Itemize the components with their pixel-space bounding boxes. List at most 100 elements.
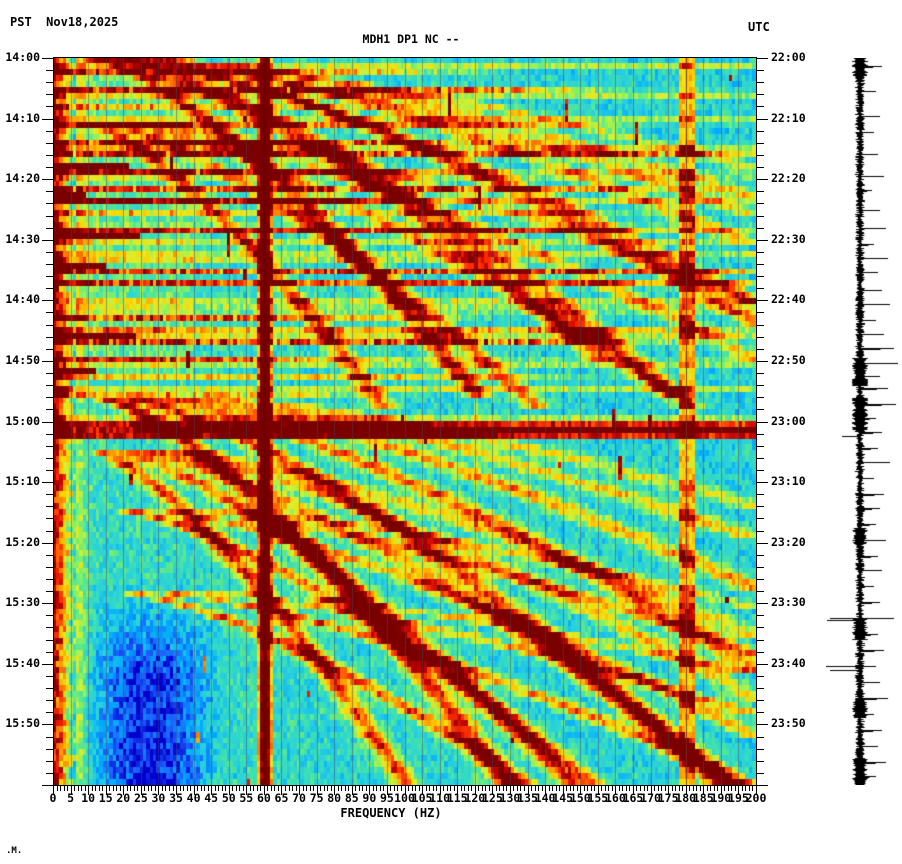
y-tick-minor-right	[757, 591, 764, 592]
y-tick-minor-left	[46, 337, 53, 338]
x-tick-minor	[658, 786, 659, 791]
x-tick-label: 150	[569, 791, 591, 805]
y-tick-minor-left	[46, 749, 53, 750]
x-tick-minor	[236, 786, 237, 791]
x-tick-label: 30	[151, 791, 166, 805]
x-tick-minor	[127, 786, 128, 791]
x-tick-major	[721, 786, 722, 795]
y-tick-minor-right	[757, 82, 764, 83]
x-tick-minor	[752, 786, 753, 791]
y-tick-minor-right	[757, 203, 764, 204]
x-tick-label: 115	[446, 791, 468, 805]
x-tick-minor	[419, 786, 420, 791]
x-tick-minor	[608, 786, 609, 791]
x-tick-minor	[654, 786, 655, 791]
x-tick-minor	[707, 786, 708, 791]
y-tick-minor-right	[757, 106, 764, 107]
y-tick-minor-left	[46, 276, 53, 277]
y-tick-label-pst: 14:50	[5, 352, 40, 367]
axis-right	[756, 57, 757, 786]
y-tick-label-utc: 22:00	[771, 50, 806, 64]
x-tick-minor	[601, 786, 602, 791]
x-tick-minor	[102, 786, 103, 791]
y-tick-major-right	[757, 422, 768, 423]
x-tick-major	[510, 786, 511, 795]
x-tick-minor	[348, 786, 349, 791]
y-tick-major-right	[757, 724, 768, 725]
y-tick-label-utc: 22:20	[771, 171, 806, 186]
x-tick-minor	[717, 786, 718, 791]
x-tick-minor	[672, 786, 673, 791]
x-tick-minor	[535, 786, 536, 791]
x-tick-major	[246, 786, 247, 795]
x-tick-minor	[173, 786, 174, 791]
x-tick-major	[475, 786, 476, 795]
x-tick-label: 0	[49, 791, 57, 805]
y-tick-minor-left	[46, 591, 53, 592]
y-tick-minor-left	[46, 615, 53, 616]
x-tick-minor	[390, 786, 391, 791]
x-tick-major	[633, 786, 634, 795]
x-tick-minor	[373, 786, 374, 791]
spectrogram-plot[interactable]	[53, 58, 756, 785]
y-tick-major-left	[42, 119, 53, 120]
x-tick-minor	[218, 786, 219, 791]
x-tick-label: 120	[464, 791, 486, 805]
x-tick-minor	[130, 786, 131, 791]
y-tick-minor-left	[46, 676, 53, 677]
x-tick-label: 25	[133, 791, 148, 805]
x-tick-minor	[397, 786, 398, 791]
y-tick-minor-left	[46, 203, 53, 204]
x-tick-minor	[647, 786, 648, 791]
x-tick-minor	[542, 786, 543, 791]
x-tick-label: 110	[429, 791, 451, 805]
x-tick-minor	[109, 786, 110, 791]
y-tick-minor-right	[757, 216, 764, 217]
x-tick-major	[651, 786, 652, 795]
x-tick-minor	[454, 786, 455, 791]
x-tick-label: 55	[239, 791, 254, 805]
y-tick-minor-left	[46, 143, 53, 144]
x-tick-major	[317, 786, 318, 795]
x-tick-minor	[506, 786, 507, 791]
y-tick-minor-right	[757, 191, 764, 192]
y-tick-minor-left	[46, 627, 53, 628]
y-tick-minor-right	[757, 761, 764, 762]
y-tick-minor-left	[46, 131, 53, 132]
x-tick-label: 135	[517, 791, 538, 805]
axis-left	[53, 57, 54, 786]
y-tick-minor-left	[46, 94, 53, 95]
x-tick-minor	[267, 786, 268, 791]
x-tick-minor	[689, 786, 690, 791]
y-tick-minor-right	[757, 409, 764, 410]
x-tick-major	[141, 786, 142, 795]
x-tick-label: 10	[81, 791, 96, 805]
y-tick-label-pst: 14:30	[5, 231, 40, 246]
x-tick-minor	[640, 786, 641, 791]
x-tick-minor	[292, 786, 293, 791]
x-tick-major	[598, 786, 599, 795]
y-tick-label-pst: 15:10	[5, 474, 40, 489]
y-tick-minor-left	[46, 579, 53, 580]
x-tick-minor	[327, 786, 328, 791]
x-tick-minor	[520, 786, 521, 791]
y-tick-minor-right	[757, 555, 764, 556]
x-tick-minor	[710, 786, 711, 791]
y-tick-major-left	[42, 482, 53, 483]
x-tick-minor	[303, 786, 304, 791]
x-tick-major	[703, 786, 704, 795]
x-tick-minor	[208, 786, 209, 791]
y-tick-minor-left	[46, 640, 53, 641]
y-tick-minor-right	[757, 567, 764, 568]
x-tick-minor	[636, 786, 637, 791]
x-tick-minor	[559, 786, 560, 791]
x-tick-minor	[478, 786, 479, 791]
x-tick-major	[738, 786, 739, 795]
y-tick-label-pst: 14:20	[5, 171, 40, 186]
x-tick-minor	[731, 786, 732, 791]
x-tick-minor	[644, 786, 645, 791]
y-tick-label-pst: 15:40	[5, 655, 40, 670]
x-tick-minor	[204, 786, 205, 791]
y-tick-minor-left	[46, 349, 53, 350]
